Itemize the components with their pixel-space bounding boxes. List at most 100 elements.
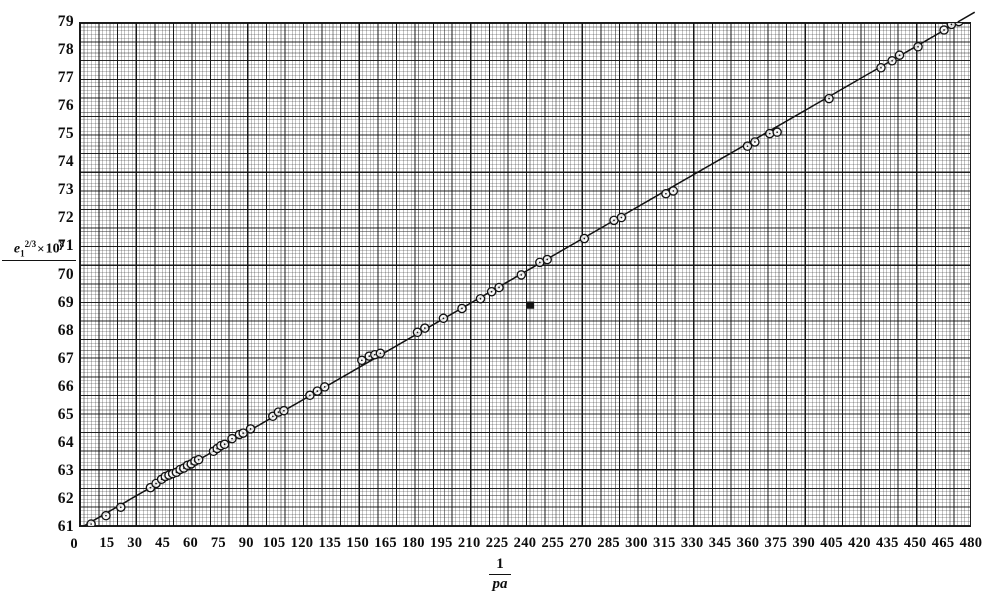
y-axis-title-exponent: 2/3 bbox=[24, 239, 37, 249]
x-axis-tick-label: 60 bbox=[182, 535, 199, 551]
x-axis-tick-label: 300 bbox=[625, 535, 648, 551]
data-point-marker bbox=[824, 93, 834, 104]
data-point-marker bbox=[486, 286, 497, 297]
outlier-point-marker bbox=[526, 301, 535, 309]
x-axis-tick-labels: 15 30 45 60 75 90 105 120 135 150 165 180 195 210 225 2… bbox=[79, 536, 1000, 558]
y-axis-tick-label: 61 bbox=[57, 518, 74, 535]
data-point-marker bbox=[457, 303, 467, 314]
y-axis-tick-label: 68 bbox=[57, 321, 74, 339]
data-point-marker bbox=[742, 141, 753, 151]
x-axis-title-denominator: pa bbox=[492, 575, 508, 592]
x-axis-tick-label: 375 bbox=[764, 535, 788, 551]
x-axis-tick-label: 285 bbox=[597, 535, 620, 551]
x-axis-tick-label: 420 bbox=[848, 535, 871, 551]
data-point-marker bbox=[193, 454, 204, 465]
x-axis-tick-label: 315 bbox=[653, 535, 676, 551]
x-axis-tick-label: 30 bbox=[127, 535, 143, 551]
data-point-marker bbox=[357, 355, 367, 366]
x-axis-tick-label: 360 bbox=[736, 535, 760, 551]
data-point-marker bbox=[894, 50, 905, 60]
data-point-marker bbox=[516, 270, 527, 280]
x-axis-tick-label: 405 bbox=[820, 535, 843, 551]
data-point-marker bbox=[227, 433, 237, 444]
y-axis-title-subscript: 1 bbox=[20, 248, 25, 259]
y-axis-tick-label: 71 bbox=[57, 237, 74, 255]
x-axis-tick-label: 450 bbox=[903, 535, 927, 551]
y-axis-tick-label: 69 bbox=[57, 293, 74, 311]
x-axis-tick-label: 15 bbox=[99, 535, 115, 551]
x-axis-tick-label: 240 bbox=[513, 535, 537, 551]
data-point-marker bbox=[668, 186, 679, 196]
y-axis-tick-label: 63 bbox=[57, 461, 74, 479]
data-point-marker bbox=[219, 439, 230, 450]
y-axis-tick-label: 62 bbox=[57, 489, 74, 507]
x-axis-tick-label: 135 bbox=[318, 535, 342, 551]
plot-area bbox=[79, 22, 971, 527]
data-point-marker bbox=[494, 282, 504, 293]
y-axis-tick-label: 66 bbox=[57, 377, 74, 395]
y-axis-title-base: e bbox=[13, 241, 21, 257]
data-point-marker bbox=[312, 386, 323, 396]
data-point-marker bbox=[954, 23, 964, 27]
x-axis-tick-label: 75 bbox=[210, 535, 226, 551]
data-layer bbox=[82, 23, 964, 526]
data-point-marker bbox=[772, 127, 782, 137]
y-axis-tick-label: 75 bbox=[57, 125, 74, 143]
y-axis-title-mantissa-exponent: 8 bbox=[59, 239, 65, 249]
x-axis-tick-label: 435 bbox=[876, 535, 899, 551]
y-axis-tick-label: 67 bbox=[57, 349, 74, 367]
x-axis-tick-label: 465 bbox=[931, 535, 955, 551]
data-point-marker bbox=[887, 56, 897, 66]
data-point-marker bbox=[542, 254, 553, 265]
y-axis-title-mantissa: 10 bbox=[45, 241, 60, 257]
x-axis-title-fraction: 1 pa bbox=[489, 556, 511, 593]
data-point-marker bbox=[475, 293, 486, 304]
x-axis-tick-label: 150 bbox=[346, 535, 370, 551]
multiplication-sign-icon: × bbox=[37, 240, 45, 256]
y-axis-tick-label: 74 bbox=[57, 153, 74, 171]
data-point-marker bbox=[238, 428, 248, 438]
x-axis-tick-label: 105 bbox=[262, 535, 286, 551]
x-axis-tick-label: 330 bbox=[680, 535, 704, 551]
x-axis-tick-label: 195 bbox=[430, 535, 453, 551]
y-axis-tick-label: 79 bbox=[57, 13, 74, 30]
fit-line-extension bbox=[957, 11, 976, 23]
data-point-marker bbox=[420, 323, 430, 333]
data-point-marker bbox=[412, 327, 423, 338]
data-point-marker bbox=[750, 137, 760, 147]
data-point-marker bbox=[101, 510, 111, 521]
x-axis-tick-label: 165 bbox=[374, 535, 397, 551]
data-point-marker bbox=[616, 212, 627, 223]
x-axis-tick-label: 345 bbox=[708, 535, 732, 551]
y-axis-tick-labels: 61 62 63 64 65 66 67 68 69 70 71 72 73 74 75 76 77 78 79 bbox=[36, 0, 74, 591]
data-point-marker bbox=[116, 502, 126, 513]
data-point-marker bbox=[375, 348, 386, 359]
data-point-marker bbox=[438, 313, 449, 324]
x-axis-tick-label: 225 bbox=[485, 535, 509, 551]
x-axis-tick-label: 210 bbox=[457, 535, 481, 551]
y-axis-title-expression: e12/3×108 bbox=[2, 239, 76, 261]
x-axis-tick-label: 120 bbox=[290, 535, 314, 551]
data-point-marker bbox=[279, 405, 289, 416]
data-point-marker bbox=[319, 382, 330, 392]
y-axis-tick-label: 78 bbox=[57, 41, 74, 59]
y-axis-title: e12/3×108 bbox=[2, 239, 76, 261]
data-point-marker bbox=[305, 390, 315, 401]
y-axis-tick-label: 77 bbox=[57, 69, 74, 87]
x-axis-tick-label: 45 bbox=[155, 535, 171, 551]
x-axis-title-numerator: 1 bbox=[489, 556, 511, 575]
y-axis-tick-label: 72 bbox=[57, 209, 74, 227]
data-point-marker bbox=[939, 25, 949, 35]
data-point-marker bbox=[913, 42, 923, 52]
x-axis-origin-label: 0 bbox=[70, 536, 78, 552]
data-point-marker bbox=[946, 23, 957, 30]
y-axis-tick-label: 73 bbox=[57, 181, 74, 199]
data-point-marker bbox=[86, 519, 96, 526]
data-point-marker bbox=[245, 424, 256, 434]
x-axis-tick-label: 390 bbox=[792, 535, 816, 551]
y-axis-tick-label: 64 bbox=[57, 433, 74, 451]
x-axis-title: 1 pa bbox=[0, 556, 1000, 593]
x-axis-tick-label: 270 bbox=[569, 535, 593, 551]
x-axis-tick-label: 480 bbox=[959, 535, 983, 551]
